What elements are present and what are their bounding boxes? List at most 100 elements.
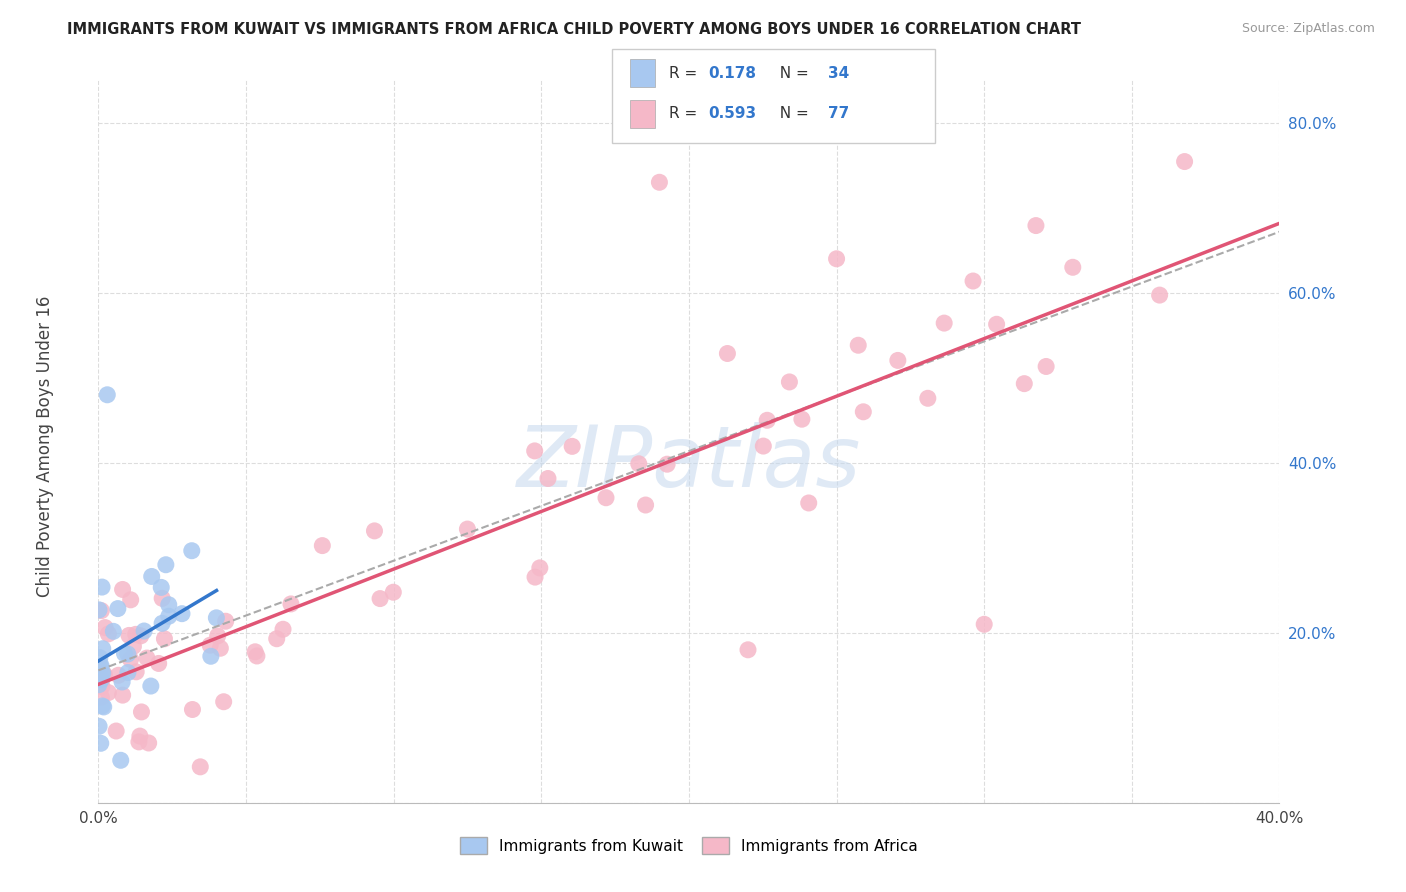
Point xyxy=(246,648,269,663)
Point xyxy=(311,539,333,553)
Point xyxy=(1014,376,1036,391)
Point xyxy=(627,457,650,471)
Point xyxy=(157,609,180,624)
Point xyxy=(973,617,995,632)
Text: 34: 34 xyxy=(828,66,849,80)
Point xyxy=(97,627,120,641)
Point xyxy=(93,667,115,681)
Point xyxy=(382,585,405,599)
Point xyxy=(122,640,145,654)
Point xyxy=(205,611,228,625)
Point xyxy=(181,702,204,716)
Point xyxy=(90,658,112,673)
Point xyxy=(363,524,385,538)
Text: 77: 77 xyxy=(828,106,849,121)
Point xyxy=(120,652,142,666)
Point xyxy=(103,624,125,639)
Point xyxy=(243,645,266,659)
Point xyxy=(1149,288,1171,302)
Point xyxy=(752,439,775,453)
Point xyxy=(90,680,112,694)
Point xyxy=(188,760,211,774)
Point xyxy=(91,641,114,656)
Point xyxy=(90,604,112,618)
Text: R =: R = xyxy=(669,106,703,121)
Point xyxy=(93,700,115,714)
Point xyxy=(87,719,110,733)
Text: Child Poverty Among Boys Under 16: Child Poverty Among Boys Under 16 xyxy=(37,295,53,597)
Point xyxy=(523,443,546,458)
Point xyxy=(157,598,180,612)
Point xyxy=(155,558,177,572)
Point xyxy=(655,457,678,471)
Point xyxy=(128,729,150,743)
Point xyxy=(207,629,229,643)
Point xyxy=(117,647,139,661)
Point xyxy=(934,316,956,330)
Point xyxy=(212,695,235,709)
Point xyxy=(561,439,583,453)
Point xyxy=(986,318,1008,332)
Text: Source: ZipAtlas.com: Source: ZipAtlas.com xyxy=(1241,22,1375,36)
Point xyxy=(111,675,134,690)
Point xyxy=(280,597,302,611)
Point xyxy=(87,678,110,692)
Point xyxy=(131,705,153,719)
Point xyxy=(110,753,132,767)
Point xyxy=(139,679,162,693)
Text: N =: N = xyxy=(770,106,814,121)
Point xyxy=(266,632,288,646)
Point xyxy=(96,388,118,402)
Point xyxy=(138,736,160,750)
Point xyxy=(97,685,120,699)
Point xyxy=(141,569,163,583)
Point xyxy=(87,603,110,617)
Point xyxy=(93,668,115,682)
Point xyxy=(89,650,111,665)
Point xyxy=(111,688,134,702)
Text: R =: R = xyxy=(669,66,703,80)
Point xyxy=(91,698,114,713)
Point xyxy=(136,651,159,665)
Point xyxy=(180,543,202,558)
Point xyxy=(120,592,142,607)
Point xyxy=(94,621,117,635)
Point xyxy=(107,668,129,682)
Point xyxy=(887,353,910,368)
Point xyxy=(917,392,939,406)
Point xyxy=(200,649,222,664)
Point xyxy=(91,580,114,594)
Point xyxy=(529,561,551,575)
Point xyxy=(90,666,112,681)
Point xyxy=(524,570,547,584)
Point xyxy=(271,622,294,636)
Point xyxy=(648,175,671,189)
Text: 0.178: 0.178 xyxy=(709,66,756,80)
Point xyxy=(132,624,155,638)
Point xyxy=(150,591,173,606)
Point xyxy=(170,607,193,621)
Text: N =: N = xyxy=(770,66,814,80)
Point xyxy=(1025,219,1047,233)
Point xyxy=(118,628,141,642)
Point xyxy=(125,627,148,641)
Point xyxy=(150,581,173,595)
Point xyxy=(198,638,221,652)
Point xyxy=(111,582,134,597)
Point xyxy=(368,591,391,606)
Point xyxy=(90,736,112,750)
Point xyxy=(150,616,173,631)
Point xyxy=(456,522,478,536)
Text: 0.593: 0.593 xyxy=(709,106,756,121)
Point xyxy=(537,471,560,485)
Point xyxy=(790,412,813,426)
Point xyxy=(90,675,112,690)
Point xyxy=(107,601,129,615)
Point xyxy=(90,659,112,673)
Point xyxy=(962,274,984,288)
Point xyxy=(209,641,232,656)
Point xyxy=(778,375,800,389)
Point xyxy=(90,673,112,687)
Point xyxy=(797,496,820,510)
Point xyxy=(825,252,848,266)
